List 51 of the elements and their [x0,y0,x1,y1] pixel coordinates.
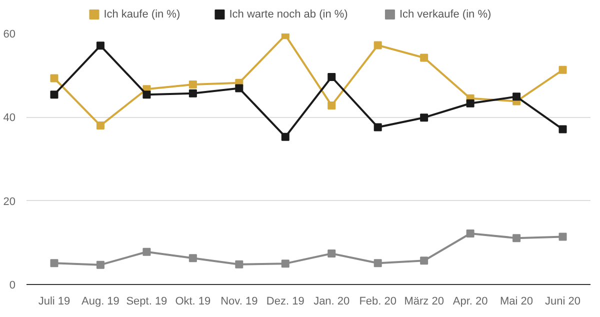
x-tick-label: Aug. 19 [82,296,120,308]
point [558,125,567,134]
point [50,74,58,82]
x-tick-label: Jan. 20 [314,296,350,308]
point [466,99,474,108]
y-tick-label: 0 [9,280,16,292]
y-tick-label: 40 [3,112,16,124]
legend-label: Ich warte noch ab (in %) [229,8,348,20]
point [374,123,382,132]
point [374,259,382,268]
x-tick-label: Feb. 20 [359,296,397,308]
x-tick-label: Juli 19 [38,296,70,308]
point [281,132,290,141]
point [466,229,474,238]
legend-label: Ich verkaufe (in %) [399,8,492,20]
point [142,90,151,99]
x-tick-label: März 20 [404,296,444,308]
point [96,260,104,269]
point [374,41,382,50]
point [50,259,58,268]
point [420,54,428,62]
point [558,66,567,74]
x-tick-label: Dez. 19 [266,296,304,308]
point [188,89,197,98]
y-tick-label: 60 [3,28,16,40]
point [281,260,290,268]
point [235,260,244,268]
point [188,254,197,262]
point [328,73,336,82]
point [281,34,290,40]
x-tick-label: Okt. 19 [175,296,211,308]
x-tick-label: Apr. 20 [452,296,488,308]
y-tick-label: 20 [3,196,16,208]
point [235,84,244,92]
point [558,232,567,241]
point [328,250,336,258]
x-tick-label: Juni 20 [545,296,581,308]
point [50,90,58,99]
point [512,92,521,101]
point [96,42,104,50]
point [420,114,428,122]
x-tick-label: Nov. 19 [220,296,258,308]
point [512,234,521,242]
point [142,248,151,256]
x-tick-label: Sept. 19 [126,296,168,308]
point [420,256,428,265]
x-tick-label: Mai 20 [500,296,534,308]
point [328,101,336,110]
point [96,122,104,130]
point [188,80,197,89]
legend-label: Ich kaufe (in %) [104,8,180,20]
